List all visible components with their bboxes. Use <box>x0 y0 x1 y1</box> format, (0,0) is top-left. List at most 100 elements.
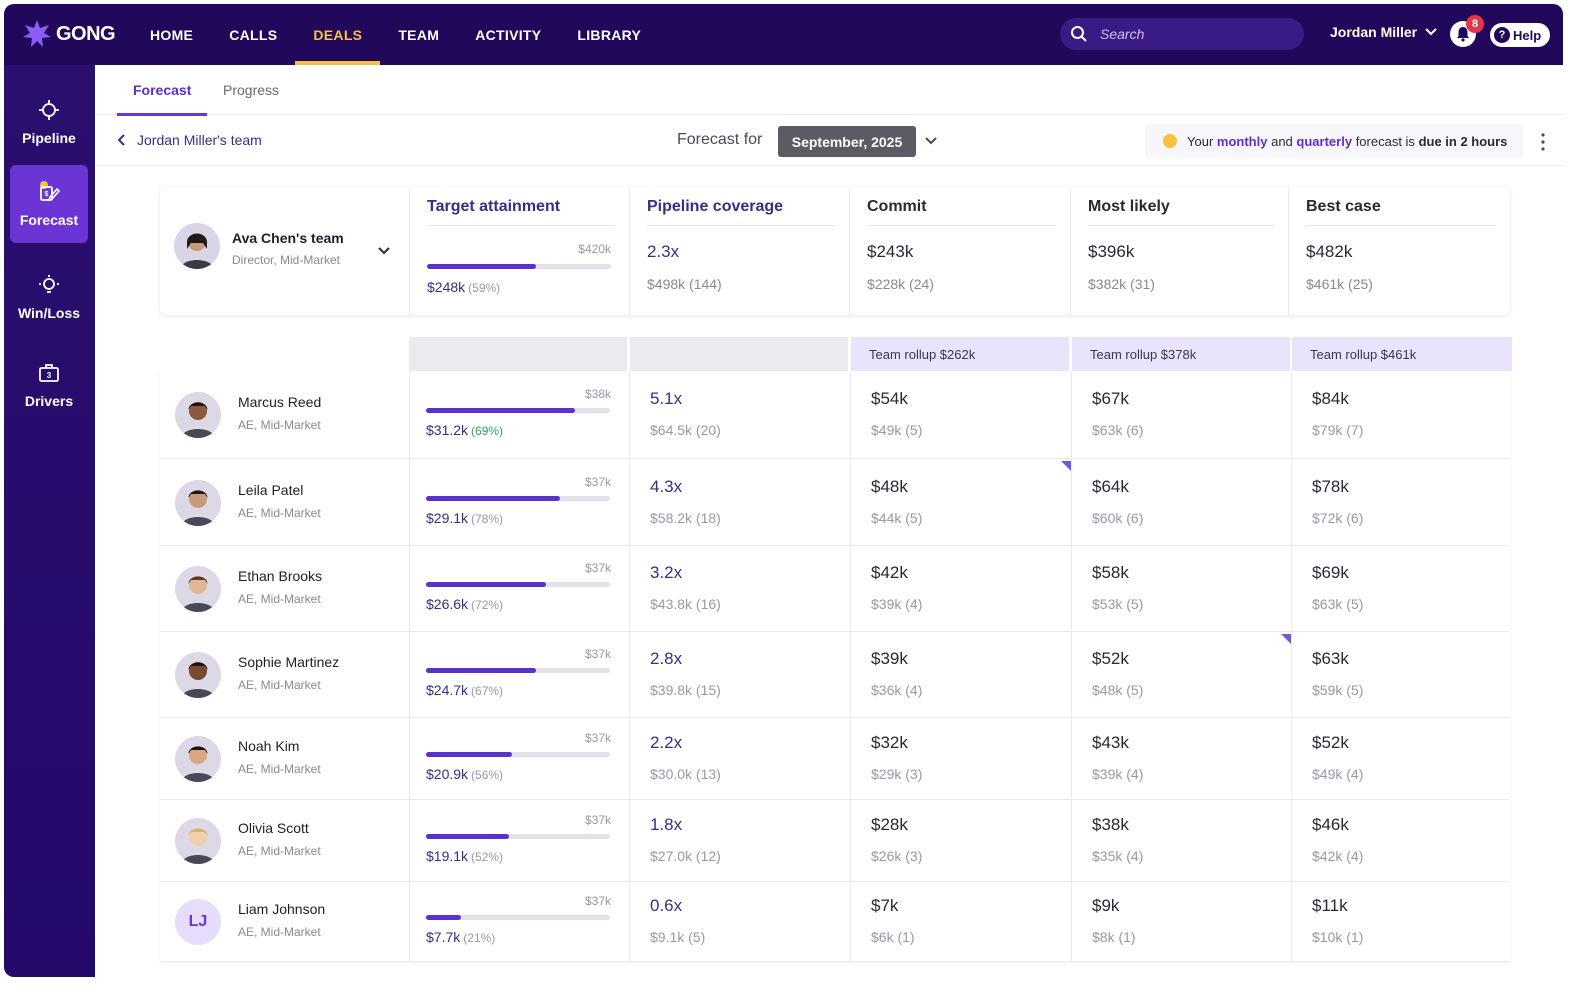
team-dropdown-toggle[interactable] <box>378 242 390 260</box>
tab-progress[interactable]: Progress <box>223 65 279 115</box>
attainment-pct: (72%) <box>471 598 504 612</box>
cell-sub-value: $36k (4) <box>871 682 923 698</box>
rep-cell: Sophie Martinez AE, Mid-Market <box>160 632 409 717</box>
best-case-cell[interactable]: $46k $42k (4) <box>1291 800 1510 881</box>
target-attainment-cell[interactable]: $37k $24.7k (67%) <box>409 632 629 717</box>
summary-most-likely: Most likely $396k $382k (31) <box>1070 187 1288 315</box>
target-column-band <box>409 337 627 371</box>
cell-sub-value: $44k (5) <box>871 509 923 526</box>
period-dropdown-toggle[interactable] <box>925 132 937 150</box>
target-attainment-cell[interactable]: $38k $31.2k (69%) <box>409 371 629 458</box>
target-attainment-cell[interactable]: $37k $20.9k (56%) <box>409 718 629 799</box>
header-divider <box>647 225 835 226</box>
cell-sub-value: $6k (1) <box>871 929 915 945</box>
avatar <box>175 392 221 438</box>
table-row[interactable]: Olivia Scott AE, Mid-Market $37k $19.1k (52%… <box>160 800 1510 882</box>
period-selector[interactable]: September, 2025 <box>778 126 916 157</box>
pipeline-coverage-cell[interactable]: 1.8x $27.0k (12) <box>629 800 850 881</box>
person-avatar-icon <box>175 479 221 526</box>
most-likely-cell[interactable]: $9k $8k (1) <box>1071 882 1291 961</box>
best-case-cell[interactable]: $84k $79k (7) <box>1291 371 1510 458</box>
gong-logo[interactable]: GONG <box>22 17 116 51</box>
commit-cell[interactable]: $48k $44k (5) <box>850 459 1071 545</box>
cell-sub-value: $27.0k (12) <box>650 848 721 864</box>
pipeline-coverage-cell[interactable]: 2.8x $39.8k (15) <box>629 632 850 717</box>
best-case-cell[interactable]: $78k $72k (6) <box>1291 459 1510 545</box>
search-input[interactable] <box>1100 26 1280 42</box>
team-selector[interactable]: Ava Chen's team Director, Mid-Market <box>160 187 409 315</box>
attainment-bar <box>426 495 610 501</box>
nav-home[interactable]: HOME <box>150 26 194 43</box>
cell-value: $58k <box>1092 563 1129 582</box>
sidebar-item-drivers[interactable]: 3 Drivers <box>10 346 88 424</box>
cell-value: $48k <box>871 476 908 496</box>
table-row[interactable]: Noah Kim AE, Mid-Market $37k $20.9k (56%) 2.2… <box>160 718 1510 800</box>
attainment-value: $29.1k (78%) <box>426 510 503 526</box>
table-row[interactable]: Marcus Reed AE, Mid-Market $38k $31.2k (69%)… <box>160 371 1510 459</box>
main-nav: HOME CALLS DEALS TEAM ACTIVITY LIBRARY <box>132 4 659 65</box>
table-row[interactable]: Sophie Martinez AE, Mid-Market $37k $24.7k(… <box>160 632 1510 718</box>
commit-cell[interactable]: $32k $29k (3) <box>850 718 1071 799</box>
commit-cell[interactable]: $7k $6k (1) <box>850 882 1071 961</box>
commit-cell[interactable]: $54k $49k (5) <box>850 371 1071 458</box>
commit-cell[interactable]: $28k $26k (3) <box>850 800 1071 881</box>
most-likely-cell[interactable]: $43k $39k (4) <box>1071 718 1291 799</box>
more-options-button[interactable] <box>1539 132 1547 152</box>
best-case-cell[interactable]: $52k $49k (4) <box>1291 718 1510 799</box>
sidebar-item-win-loss[interactable]: Win/Loss <box>10 258 88 336</box>
search-box[interactable] <box>1060 18 1304 50</box>
target-attainment-cell[interactable]: $37k $7.7k (21%) <box>409 882 629 961</box>
back-to-team-link[interactable]: Jordan Miller's team <box>117 132 262 148</box>
avatar <box>175 736 221 782</box>
nav-calls[interactable]: CALLS <box>229 26 278 43</box>
most-likely-cell[interactable]: $67k $63k (6) <box>1071 371 1291 458</box>
back-link-label: Jordan Miller's team <box>137 132 262 148</box>
table-row[interactable]: Leila Patel AE, Mid-Market $37k $29.1k (78%)… <box>160 459 1510 546</box>
table-row[interactable]: LJ Liam Johnson AE, Mid-Market $37k $7.7k (21… <box>160 882 1510 962</box>
search-icon <box>1071 26 1087 42</box>
sidebar-item-label: Win/Loss <box>17 305 81 321</box>
target-amount: $37k <box>584 894 611 908</box>
kebab-icon <box>1541 133 1545 151</box>
nav-deals[interactable]: DEALS <box>295 4 381 65</box>
nav-team[interactable]: TEAM <box>398 26 440 43</box>
cell-value: $78k <box>1312 476 1349 496</box>
sidebar: Pipeline $ Forecast Win/Loss 3 Drivers <box>4 65 95 977</box>
cell-value: $52k <box>1312 733 1349 752</box>
rep-name: Liam Johnson <box>238 901 326 917</box>
sidebar-item-pipeline[interactable]: Pipeline <box>10 83 88 161</box>
commit-cell[interactable]: $42k $39k (4) <box>850 546 1071 631</box>
best-case-cell[interactable]: $69k $63k (5) <box>1291 546 1510 631</box>
logo-text: GONG <box>56 22 116 45</box>
most-likely-cell[interactable]: $52k $48k (5) <box>1071 632 1291 717</box>
nav-activity[interactable]: ACTIVITY <box>475 26 542 43</box>
most-likely-cell[interactable]: $58k $53k (5) <box>1071 546 1291 631</box>
pipeline-coverage-cell[interactable]: 5.1x $64.5k (20) <box>629 371 850 458</box>
pipeline-coverage-cell[interactable]: 4.3x $58.2k (18) <box>629 459 850 545</box>
target-attainment-cell[interactable]: $37k $29.1k (78%) <box>409 459 629 545</box>
pipeline-coverage-cell[interactable]: 2.2x $30.0k (13) <box>629 718 850 799</box>
most-likely-cell[interactable]: $64k $60k (6) <box>1071 459 1291 545</box>
cell-value: 5.1x <box>650 389 683 408</box>
table-row[interactable]: Ethan Brooks AE, Mid-Market $37k $26.6k (72%… <box>160 546 1510 632</box>
cell-sub-value: $49k (5) <box>871 422 923 438</box>
sidebar-item-forecast[interactable]: $ Forecast <box>10 165 88 243</box>
cell-value: 1.8x <box>650 815 683 834</box>
attainment-amount: $20.9k <box>426 766 469 782</box>
best-case-cell[interactable]: $63k $59k (5) <box>1291 632 1510 717</box>
forecast-due-notice: Your monthly and quarterly forecast is d… <box>1145 124 1523 158</box>
commit-cell[interactable]: $39k $36k (4) <box>850 632 1071 717</box>
target-attainment-cell[interactable]: $37k $26.6k (72%) <box>409 546 629 631</box>
pipeline-coverage-cell[interactable]: 3.2x $43.8k (16) <box>629 546 850 631</box>
attainment-value: $24.7k (67%) <box>426 682 503 698</box>
nav-library[interactable]: LIBRARY <box>577 26 642 43</box>
forecast-icon: $ <box>40 181 61 202</box>
most-likely-cell[interactable]: $38k $35k (4) <box>1071 800 1291 881</box>
pipeline-coverage-cell[interactable]: 0.6x $9.1k (5) <box>629 882 850 961</box>
user-menu[interactable]: Jordan Miller <box>1330 24 1437 40</box>
help-button[interactable]: ? Help <box>1490 23 1550 47</box>
best-case-cell[interactable]: $11k $10k (1) <box>1291 882 1510 961</box>
tab-forecast[interactable]: Forecast <box>116 65 208 116</box>
target-attainment-cell[interactable]: $37k $19.1k (52%) <box>409 800 629 881</box>
target-amount: $37k <box>584 561 611 575</box>
